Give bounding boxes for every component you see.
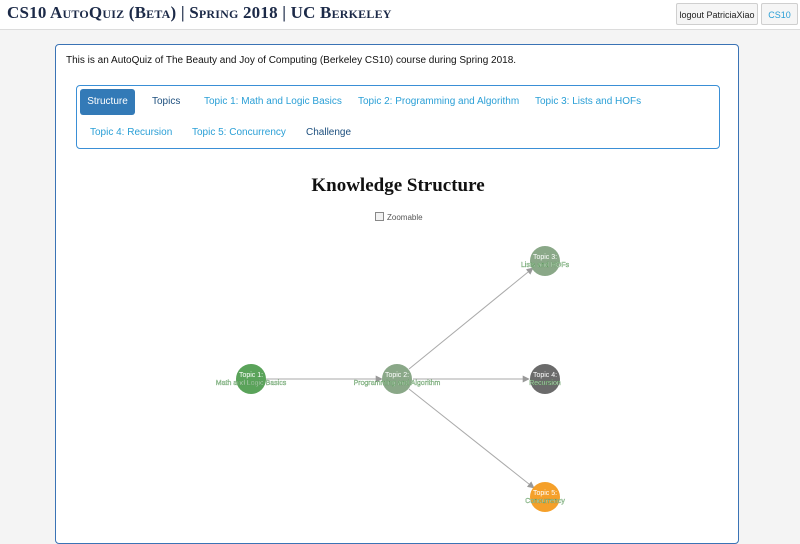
node-topic-5[interactable]: Topic 5: Concurrency <box>525 482 565 512</box>
edge-topic2-topic5 <box>408 388 535 489</box>
node-topic-4[interactable]: Topic 4: Recursion <box>529 364 561 394</box>
node-topic-4-title: Topic 4: <box>533 372 557 379</box>
node-topic-2-name: Programming and Algorithm <box>354 380 441 387</box>
node-topic-1-title: Topic 1: <box>239 372 263 379</box>
node-topic-1[interactable]: Topic 1: Math and Logic Basics <box>216 364 287 394</box>
edge-topic2-topic3 <box>408 267 534 370</box>
main-panel: This is an AutoQuiz of The Beauty and Jo… <box>55 44 739 544</box>
node-topic-4-name: Recursion <box>529 380 561 387</box>
tab-challenge[interactable]: Challenge <box>306 127 352 138</box>
knowledge-graph: Topic 1: Math and Logic Basics Topic 2: … <box>216 246 570 512</box>
zoomable-label: Zoomable <box>387 213 423 222</box>
node-topic-5-circle[interactable] <box>530 482 560 512</box>
node-topic-3-circle[interactable] <box>530 246 560 276</box>
tab-topic-4[interactable]: Topic 4: Recursion <box>90 127 173 138</box>
node-topic-4-circle[interactable] <box>530 364 560 394</box>
tab-structure[interactable]: Structure <box>80 89 135 115</box>
tab-topic-3[interactable]: Topic 3: Lists and HOFs <box>535 96 642 107</box>
site-title: CS10 AutoQuiz (Beta) | Spring 2018 | UC … <box>7 3 392 22</box>
tab-topic-1[interactable]: Topic 1: Math and Logic Basics <box>204 96 342 107</box>
topic-nav: Structure Topics Topic 1: Math and Logic… <box>76 85 720 149</box>
node-topic-2-title: Topic 2: <box>385 372 409 379</box>
graph-title: Knowledge Structure <box>311 175 485 196</box>
course-button[interactable]: CS10 <box>761 3 798 25</box>
node-topic-2[interactable]: Topic 2: Programming and Algorithm <box>353 364 441 394</box>
tab-topic-5[interactable]: Topic 5: Concurrency <box>192 127 286 138</box>
node-topic-5-name: Concurrency <box>525 498 565 505</box>
tab-topics[interactable]: Topics <box>152 96 181 107</box>
logout-button[interactable]: logout PatriciaXiao <box>676 3 758 25</box>
node-topic-2-circle[interactable] <box>382 364 412 394</box>
node-topic-3-name: Lists and HOFs <box>521 262 570 269</box>
intro-text: This is an AutoQuiz of The Beauty and Jo… <box>66 55 517 66</box>
top-bar: CS10 AutoQuiz (Beta) | Spring 2018 | UC … <box>0 0 800 30</box>
node-topic-3[interactable]: Topic 3: Lists and HOFs <box>521 246 570 276</box>
zoomable-checkbox[interactable] <box>375 212 384 221</box>
node-topic-5-title: Topic 5: <box>533 490 557 497</box>
tab-topic-2[interactable]: Topic 2: Programming and Algorithm <box>358 96 520 107</box>
zoomable-toggle[interactable]: Zoomable <box>375 212 423 222</box>
node-topic-3-title: Topic 3: <box>533 254 557 261</box>
node-topic-1-circle[interactable] <box>236 364 266 394</box>
node-topic-1-name: Math and Logic Basics <box>216 380 287 387</box>
